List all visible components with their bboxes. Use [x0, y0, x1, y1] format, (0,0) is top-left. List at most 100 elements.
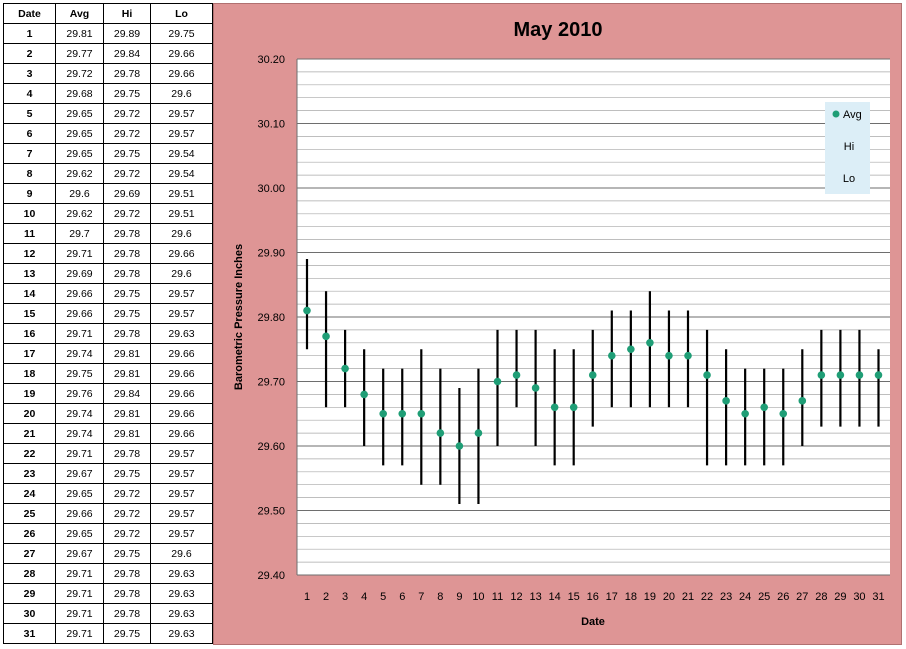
cell-avg: 29.71 — [55, 243, 104, 264]
cell-date: 1 — [3, 23, 56, 44]
avg-point — [608, 351, 616, 360]
cell-hi: 29.72 — [103, 503, 151, 524]
cell-date: 30 — [3, 603, 56, 624]
table-row: 25 29.66 29.72 29.57 — [3, 503, 213, 524]
cell-date: 10 — [3, 203, 56, 224]
y-tick-label: 29.40 — [257, 570, 285, 582]
cell-lo: 29.6 — [150, 263, 213, 284]
cell-hi: 29.84 — [103, 383, 151, 404]
cell-hi: 29.78 — [103, 563, 151, 584]
cell-date: 12 — [3, 243, 56, 264]
avg-point — [588, 371, 597, 379]
avg-point — [455, 442, 464, 450]
x-tick-label: 1 — [304, 591, 310, 603]
header-hi: Hi — [103, 3, 151, 24]
table-row: 6 29.65 29.72 29.57 — [3, 123, 213, 144]
cell-lo: 29.66 — [150, 243, 213, 264]
avg-point — [684, 351, 692, 360]
avg-point — [379, 409, 387, 418]
x-tick-label: 17 — [606, 591, 618, 603]
cell-lo: 29.54 — [150, 163, 213, 184]
cell-hi: 29.75 — [103, 303, 151, 324]
cell-date: 29 — [3, 583, 56, 604]
cell-hi: 29.72 — [103, 523, 151, 544]
cell-date: 20 — [3, 403, 56, 424]
x-tick-label: 7 — [418, 591, 424, 603]
avg-point — [341, 364, 349, 373]
cell-lo: 29.6 — [150, 543, 213, 564]
x-tick-label: 24 — [739, 591, 751, 603]
table-row: 8 29.62 29.72 29.54 — [3, 163, 213, 184]
data-table-container: Date Avg Hi Lo 1 29.81 29.89 29.75 2 29.77 29.… — [3, 3, 213, 644]
avg-point — [512, 371, 521, 379]
cell-date: 26 — [3, 523, 56, 544]
cell-lo: 29.63 — [150, 603, 213, 624]
avg-point — [474, 429, 483, 437]
cell-hi: 29.78 — [103, 603, 151, 624]
cell-lo: 29.66 — [150, 383, 213, 404]
cell-date: 13 — [3, 263, 56, 284]
cell-hi: 29.78 — [103, 63, 151, 84]
legend: Avg Hi Lo — [825, 102, 870, 194]
avg-point — [817, 371, 826, 379]
x-tick-label: 22 — [701, 591, 713, 603]
avg-point — [836, 371, 845, 379]
cell-hi: 29.75 — [103, 83, 151, 104]
cell-lo: 29.57 — [150, 443, 213, 464]
cell-lo: 29.54 — [150, 143, 213, 164]
cell-avg: 29.71 — [55, 563, 104, 584]
table-header-row: Date Avg Hi Lo — [3, 3, 213, 24]
x-tick-label: 11 — [492, 591, 503, 603]
cell-avg: 29.74 — [55, 343, 104, 364]
x-tick-label: 15 — [568, 591, 580, 603]
avg-point — [798, 397, 807, 405]
avg-point — [531, 384, 540, 392]
cell-avg: 29.65 — [55, 483, 104, 504]
avg-point — [665, 351, 673, 360]
x-tick-label: 12 — [510, 591, 522, 603]
avg-point — [398, 409, 407, 418]
y-tick-label: 29.80 — [257, 312, 285, 324]
cell-hi: 29.75 — [103, 463, 151, 484]
cell-date: 7 — [3, 143, 56, 164]
data-table: Date Avg Hi Lo 1 29.81 29.89 29.75 2 29.77 29.… — [3, 3, 213, 644]
avg-point — [493, 377, 502, 386]
table-row: 26 29.65 29.72 29.57 — [3, 523, 213, 544]
cell-hi: 29.72 — [103, 483, 151, 504]
cell-lo: 29.51 — [150, 183, 213, 204]
avg-point — [417, 409, 426, 418]
cell-lo: 29.57 — [150, 103, 213, 124]
cell-date: 27 — [3, 543, 56, 564]
cell-avg: 29.71 — [55, 623, 104, 644]
cell-hi: 29.72 — [103, 163, 151, 184]
table-row: 1 29.81 29.89 29.75 — [3, 23, 213, 44]
cell-lo: 29.6 — [150, 223, 213, 244]
cell-date: 3 — [3, 63, 56, 84]
header-lo: Lo — [150, 3, 213, 24]
cell-date: 25 — [3, 503, 56, 524]
legend-box — [825, 102, 870, 194]
avg-point — [550, 403, 559, 412]
cell-hi: 29.81 — [103, 363, 151, 384]
cell-date: 8 — [3, 163, 56, 184]
cell-lo: 29.66 — [150, 403, 213, 424]
cell-date: 21 — [3, 423, 56, 444]
cell-hi: 29.75 — [103, 623, 151, 644]
table-row: 3 29.72 29.78 29.66 — [3, 63, 213, 84]
cell-avg: 29.66 — [55, 303, 104, 324]
cell-hi: 29.89 — [103, 23, 151, 44]
y-axis-ticks: 30.20 30.10 30.00 29.90 29.80 29.70 29.60 29.50… — [257, 54, 285, 582]
cell-lo: 29.66 — [150, 363, 213, 384]
table-row: 28 29.71 29.78 29.63 — [3, 563, 213, 584]
table-row: 23 29.67 29.75 29.57 — [3, 463, 213, 484]
table-row: 19 29.76 29.84 29.66 — [3, 383, 213, 404]
cell-lo: 29.57 — [150, 123, 213, 144]
x-axis-label: Date — [581, 616, 605, 628]
cell-avg: 29.66 — [55, 283, 104, 304]
cell-avg: 29.62 — [55, 163, 104, 184]
cell-lo: 29.6 — [150, 83, 213, 104]
table-row: 15 29.66 29.75 29.57 — [3, 303, 213, 324]
x-tick-label: 9 — [456, 591, 462, 603]
x-tick-label: 13 — [529, 591, 541, 603]
cell-avg: 29.62 — [55, 203, 104, 224]
